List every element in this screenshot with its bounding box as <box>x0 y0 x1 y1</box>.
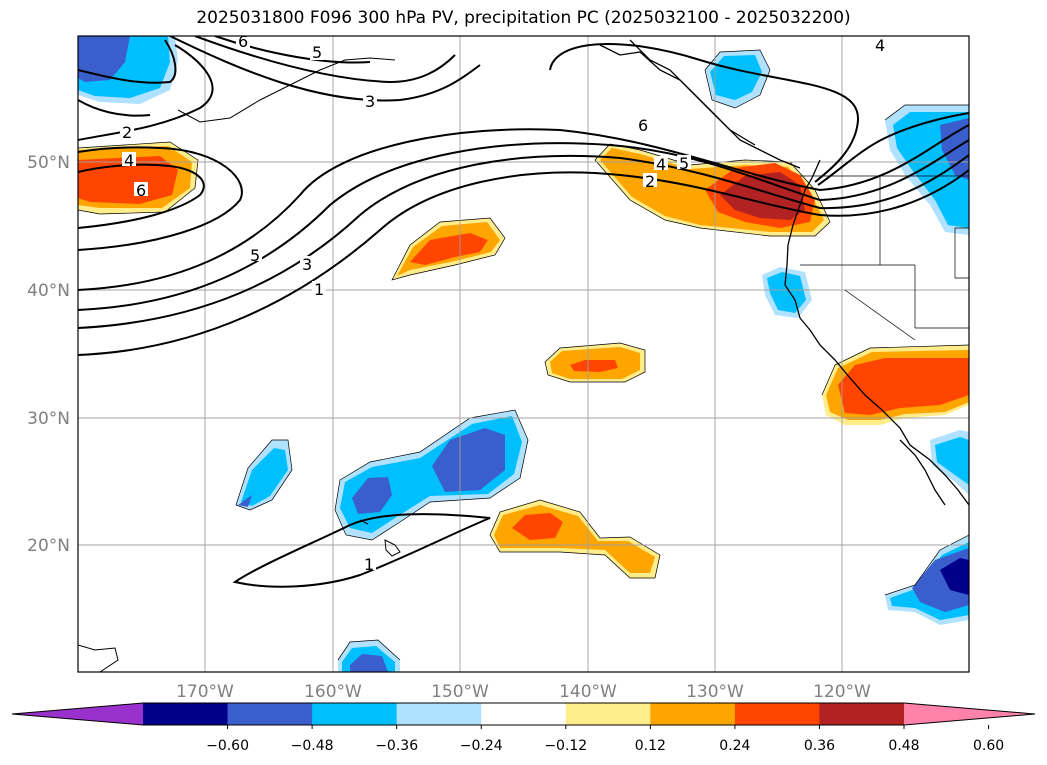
colorbar-swatch <box>819 703 905 725</box>
precip-negative-shading <box>78 36 969 672</box>
contour-label: 2 <box>645 172 655 191</box>
lat-label: 40°N <box>27 281 70 301</box>
contour-label: 5 <box>250 246 260 265</box>
lon-label: 150°W <box>431 682 489 702</box>
contour-label: 5 <box>679 154 689 173</box>
lat-label: 50°N <box>27 153 70 173</box>
colorbar-tick-label: −0.48 <box>291 738 334 754</box>
lon-label: 170°W <box>176 682 234 702</box>
contour-label-group: 6 5 3 2 4 6 5 3 1 6 4 5 2 4 <box>120 32 887 574</box>
precip-outline-contours <box>78 49 969 661</box>
contour-label: 5 <box>312 43 322 62</box>
lon-label: 140°W <box>559 682 617 702</box>
colorbar-tick-label: −0.24 <box>460 738 503 754</box>
pv-contours <box>78 36 969 588</box>
colorbar-tick-label: −0.36 <box>375 738 418 754</box>
colorbar-tick-label: 0.12 <box>635 738 666 754</box>
contour-label: 4 <box>875 36 885 55</box>
contour-label: 2 <box>122 123 132 142</box>
colorbar-tick-label: 0.24 <box>719 738 750 754</box>
contour-label: 6 <box>136 181 146 200</box>
colorbar-tick-label: −0.12 <box>544 738 587 754</box>
colorbar-swatch <box>227 703 313 725</box>
contour-label: 6 <box>638 116 648 135</box>
colorbar-swatch <box>734 703 820 725</box>
contour-label: 4 <box>124 151 134 170</box>
colorbar-swatch <box>312 703 398 725</box>
lon-label: 160°W <box>304 682 362 702</box>
colorbar: −0.60 −0.48 −0.36 −0.24 −0.12 0.12 0.24 0.36 0.4… <box>11 702 1036 754</box>
colorbar-tick-label: 0.48 <box>888 738 919 754</box>
contour-label: 1 <box>314 280 324 299</box>
colorbar-extend-low <box>12 703 143 725</box>
colorbar-tick-label: 0.60 <box>973 738 1004 754</box>
longitude-labels: 170°W 160°W 150°W 140°W 130°W 120°W <box>176 682 871 702</box>
lon-label: 120°W <box>813 682 871 702</box>
contour-label: 3 <box>302 255 312 274</box>
colorbar-tick-label: −0.60 <box>206 738 249 754</box>
contour-label: 1 <box>364 555 374 574</box>
political-borders <box>800 175 969 341</box>
map-title: 2025031800 F096 300 hPa PV, precipitatio… <box>196 8 851 28</box>
contour-label: 3 <box>365 92 375 111</box>
map-background <box>78 36 969 672</box>
colorbar-extend-high <box>904 703 1035 725</box>
colorbar-outline <box>11 702 1036 726</box>
map-gridlines <box>78 36 969 672</box>
lat-label: 20°N <box>27 536 70 556</box>
map-frame <box>77 35 970 673</box>
colorbar-swatch <box>481 703 567 725</box>
colorbar-swatch <box>396 703 482 725</box>
lat-label: 30°N <box>27 409 70 429</box>
colorbar-swatch <box>565 703 651 725</box>
contour-label: 4 <box>656 155 666 174</box>
latitude-labels: 50°N 40°N 30°N 20°N <box>27 153 70 556</box>
colorbar-tick-label: 0.36 <box>804 738 835 754</box>
colorbar-swatch <box>143 703 229 725</box>
contour-label: 6 <box>238 32 248 51</box>
colorbar-swatch <box>650 703 736 725</box>
lon-label: 130°W <box>686 682 744 702</box>
